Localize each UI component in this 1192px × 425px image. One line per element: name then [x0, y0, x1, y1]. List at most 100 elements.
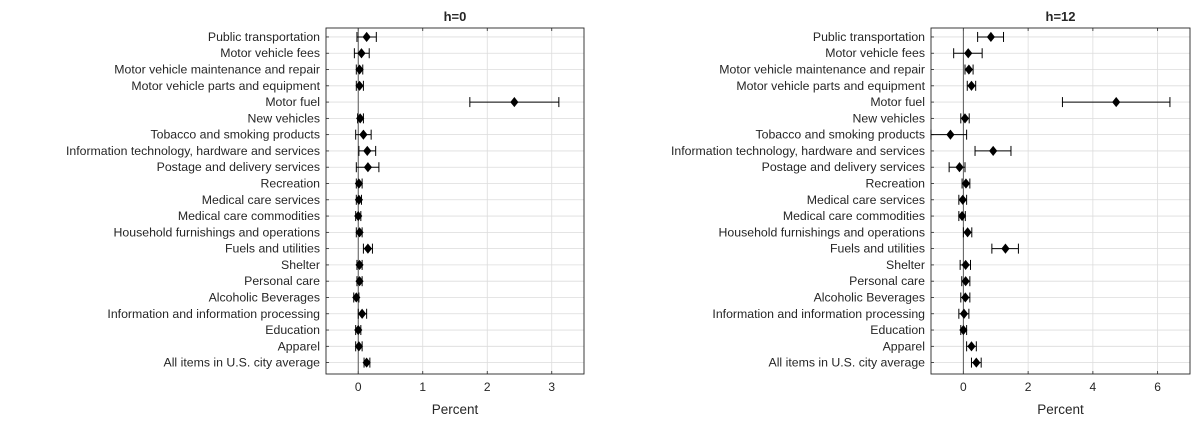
category-label: Information and information processing — [107, 307, 320, 321]
point-marker — [355, 64, 364, 75]
panel-h0: 0 1 2 3 Public transportation Motor vehicle f… — [66, 9, 585, 417]
category-label: Medical care services — [807, 193, 925, 207]
point-marker — [964, 64, 973, 75]
point-marker — [363, 145, 372, 157]
panel-title: h=0 — [444, 9, 467, 24]
category-label: Information and information processing — [712, 307, 925, 321]
x-axis-label: Percent — [1037, 402, 1084, 417]
point-marker — [959, 308, 969, 319]
point-marker — [958, 194, 967, 205]
category-label: Postage and delivery services — [762, 160, 925, 174]
x-axis-label: Percent — [432, 402, 479, 417]
category-label: Information technology, hardware and ser… — [671, 144, 925, 158]
point-marker — [352, 292, 361, 303]
category-label: Motor vehicle parts and equipment — [736, 79, 925, 93]
category-label: Motor vehicle maintenance and repair — [719, 63, 925, 77]
x-tick-label: 2 — [484, 380, 491, 394]
category-label: Alcoholic Beverages — [814, 290, 925, 304]
category-label: Recreation — [261, 176, 321, 190]
category-label: Information technology, hardware and ser… — [66, 144, 320, 158]
category-label: New vehicles — [853, 111, 925, 125]
point-marker — [354, 341, 363, 352]
category-label: Postage and delivery services — [157, 160, 320, 174]
point-marker — [963, 227, 972, 238]
category-label: Household furnishings and operations — [719, 225, 925, 239]
point-marker — [362, 31, 371, 43]
category-label: Motor vehicle parts and equipment — [131, 79, 320, 93]
point-marker — [359, 129, 368, 140]
category-label: Apparel — [278, 339, 320, 353]
category-label: Education — [870, 323, 925, 337]
axes-box — [325, 27, 585, 375]
point-marker — [1112, 97, 1121, 108]
category-label: Motor fuel — [870, 95, 925, 109]
point-marker — [355, 227, 364, 238]
point-marker — [967, 341, 976, 352]
category-label: Household furnishings and operations — [114, 225, 320, 239]
point-marker — [989, 145, 998, 157]
point-marker — [358, 308, 367, 319]
category-label: Medical care commodities — [178, 209, 320, 223]
point-marker — [355, 259, 364, 270]
category-label: New vehicles — [248, 111, 320, 125]
point-marker — [354, 178, 363, 189]
point-marker — [961, 276, 970, 287]
point-marker — [356, 113, 365, 124]
category-label: Medical care commodities — [783, 209, 925, 223]
panel-title: h=12 — [1046, 9, 1076, 24]
category-label: Tobacco and smoking products — [755, 128, 925, 142]
category-label: All items in U.S. city average — [769, 356, 926, 370]
point-marker — [946, 129, 955, 140]
point-marker — [1001, 243, 1010, 254]
point-marker — [363, 243, 372, 254]
point-marker — [967, 80, 976, 91]
category-label: All items in U.S. city average — [164, 356, 321, 370]
x-tick-label: 6 — [1154, 380, 1161, 394]
x-tick-label: 2 — [1025, 380, 1032, 394]
point-marker — [362, 357, 371, 368]
panel-h12: 0 2 4 6 Public transportation Motor vehicle f… — [671, 9, 1191, 417]
category-label: Motor vehicle fees — [220, 46, 320, 60]
x-tick-label: 0 — [355, 380, 362, 394]
category-label: Tobacco and smoking products — [150, 128, 320, 142]
category-label: Public transportation — [813, 30, 925, 44]
point-marker — [354, 194, 363, 205]
point-marker — [961, 178, 971, 189]
x-tick-label: 0 — [960, 380, 967, 394]
point-marker — [363, 162, 372, 173]
x-tick-label: 4 — [1090, 380, 1097, 394]
category-label: Shelter — [886, 258, 925, 272]
category-label: Apparel — [883, 339, 925, 353]
point-marker — [355, 276, 364, 287]
x-tick-label: 1 — [419, 380, 426, 394]
category-label: Shelter — [281, 258, 320, 272]
point-marker — [964, 48, 973, 59]
point-marker — [961, 259, 970, 270]
category-label: Fuels and utilities — [225, 242, 320, 256]
category-label: Personal care — [244, 274, 320, 288]
category-label: Medical care services — [202, 193, 320, 207]
point-marker — [972, 357, 981, 368]
category-label: Motor vehicle fees — [825, 46, 925, 60]
point-marker — [510, 97, 519, 108]
point-marker — [354, 210, 363, 222]
category-label: Motor vehicle maintenance and repair — [114, 63, 320, 77]
point-marker — [357, 48, 366, 59]
category-label: Fuels and utilities — [830, 242, 925, 256]
point-marker — [355, 80, 364, 91]
point-marker — [961, 292, 970, 303]
category-label: Education — [265, 323, 320, 337]
category-label: Public transportation — [208, 30, 320, 44]
category-label: Motor fuel — [265, 95, 320, 109]
category-label: Alcoholic Beverages — [209, 290, 320, 304]
point-marker — [960, 113, 970, 124]
point-marker — [986, 31, 995, 43]
point-marker — [354, 324, 363, 336]
axes-box — [930, 27, 1191, 375]
category-label: Personal care — [849, 274, 925, 288]
point-marker — [958, 210, 967, 222]
x-tick-label: 3 — [548, 380, 555, 394]
point-marker — [955, 162, 964, 173]
